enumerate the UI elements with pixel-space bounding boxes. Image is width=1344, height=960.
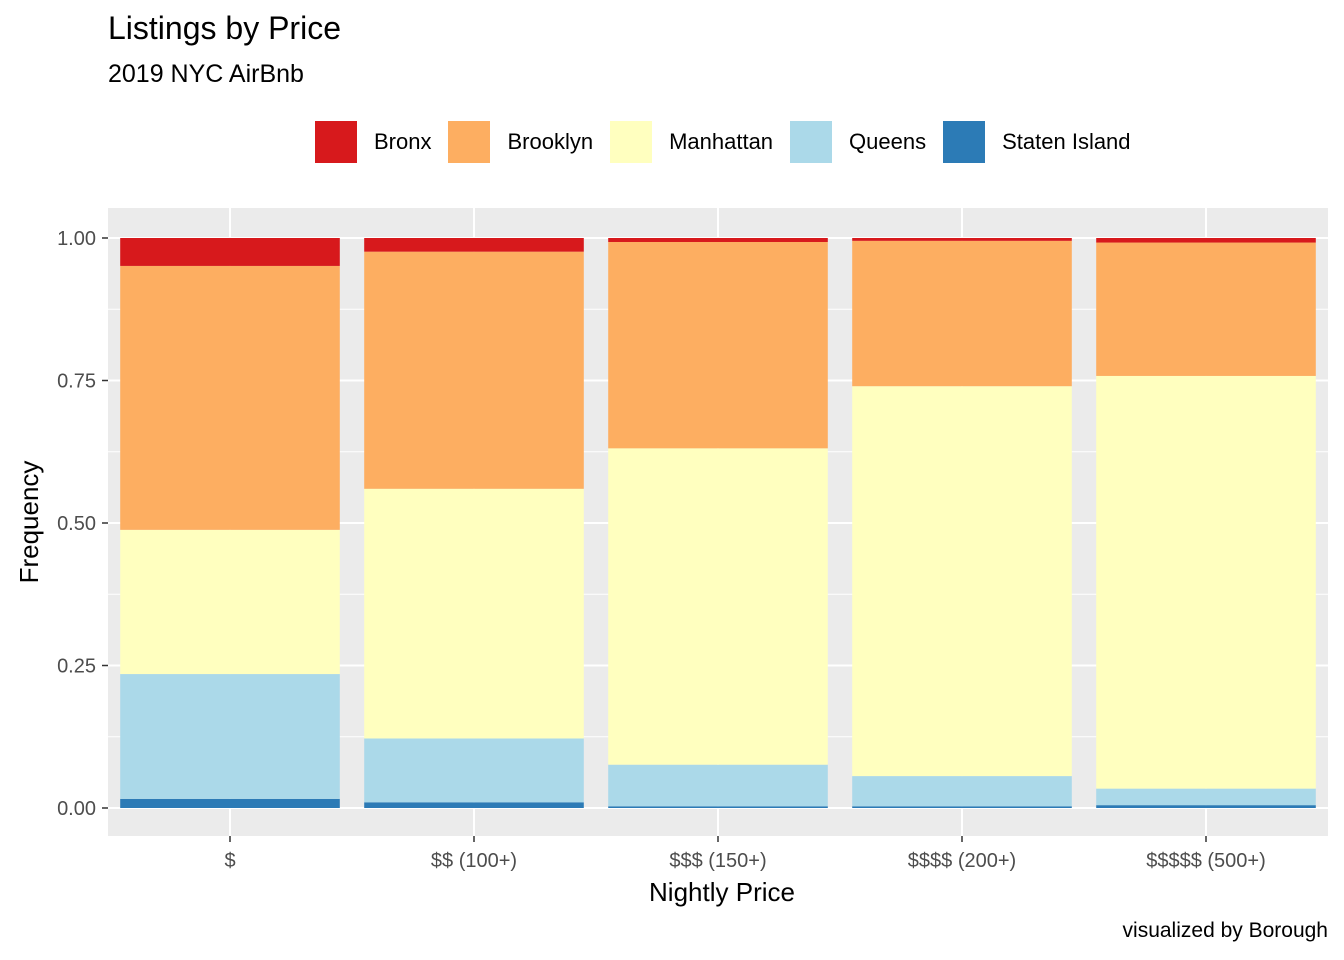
legend-label: Staten Island xyxy=(1002,129,1131,154)
y-tick-label: 0.00 xyxy=(57,798,96,820)
legend-key xyxy=(942,120,987,164)
bar-segment xyxy=(1096,788,1316,806)
x-tick-label: $$ (100+) xyxy=(431,850,517,872)
legend-item: Manhattan xyxy=(609,120,773,164)
legend: Bronx Brooklyn Manhattan Queens Staten Islan… xyxy=(314,119,1147,165)
bar-segment xyxy=(120,238,340,266)
bar-segment xyxy=(608,764,828,807)
y-axis: 0.00 0.25 0.50 0.75 1.00 xyxy=(57,228,108,820)
legend-item: Brooklyn xyxy=(447,120,593,164)
chart-subtitle: 2019 NYC AirBnb xyxy=(108,60,304,88)
bar-segment xyxy=(364,238,584,252)
bar-segment xyxy=(1096,242,1316,376)
bar-segment xyxy=(120,265,340,530)
legend-key xyxy=(447,120,492,164)
bar-segment xyxy=(852,386,1072,777)
legend-label: Manhattan xyxy=(669,129,774,154)
legend-key xyxy=(789,120,834,164)
legend-label: Brooklyn xyxy=(507,129,594,154)
bar-segment xyxy=(608,238,828,242)
bar-segment xyxy=(608,241,828,449)
legend-label: Bronx xyxy=(374,129,432,154)
bar-segment xyxy=(1096,375,1316,789)
bar-segment xyxy=(1096,238,1316,243)
legend-label: Queens xyxy=(849,129,927,154)
x-tick-label: $$$ (150+) xyxy=(669,850,766,872)
bar-segment xyxy=(364,488,584,739)
bar-segment xyxy=(364,802,584,808)
y-tick-label: 1.00 xyxy=(57,228,96,250)
chart-caption: visualized by Borough xyxy=(1122,919,1328,942)
bar-segment xyxy=(120,798,340,808)
x-tick-label: $$$$ (200+) xyxy=(908,850,1016,872)
x-axis-title: Nightly Price xyxy=(649,877,795,907)
x-tick-label: $ xyxy=(224,850,235,872)
bar-segment xyxy=(852,240,1072,387)
bar-segment xyxy=(608,448,828,765)
y-tick-label: 0.25 xyxy=(57,656,96,678)
x-axis: $ $$ (100+) $$$ (150+) $$$$ (200+) $$$$$ (50… xyxy=(224,836,1266,872)
bar-segment xyxy=(1096,805,1316,808)
bar-segment xyxy=(852,776,1072,807)
chart-title: Listings by Price xyxy=(108,10,341,46)
legend-key xyxy=(314,120,358,164)
y-tick-label: 0.75 xyxy=(57,371,96,393)
legend-item: Queens xyxy=(789,120,926,164)
bar-segment xyxy=(364,738,584,803)
legend-item: Bronx xyxy=(314,120,431,164)
bar-segment xyxy=(120,674,340,799)
y-axis-title: Frequency xyxy=(14,461,44,584)
bars xyxy=(120,238,1316,808)
legend-key xyxy=(609,120,654,164)
y-tick-label: 0.50 xyxy=(57,513,96,535)
bar-segment xyxy=(852,238,1072,241)
x-tick-label: $$$$$ (500+) xyxy=(1146,850,1266,872)
bar-segment xyxy=(364,251,584,489)
bar-segment xyxy=(608,806,828,808)
bar-segment xyxy=(120,529,340,675)
bar-segment xyxy=(852,806,1072,808)
legend-item: Staten Island xyxy=(942,120,1131,164)
